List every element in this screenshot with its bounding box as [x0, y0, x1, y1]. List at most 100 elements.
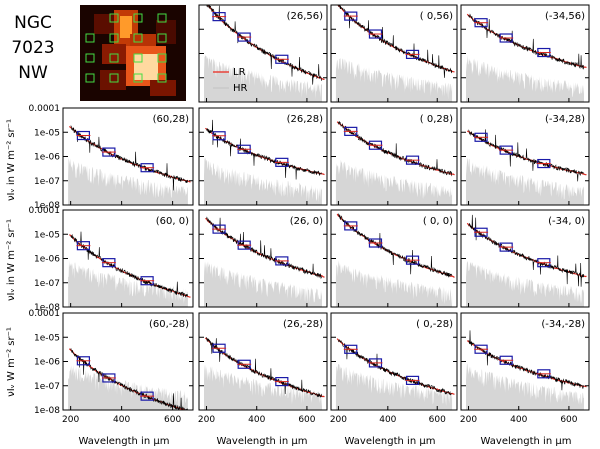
observed-spectrum: [70, 348, 188, 410]
thumbnail-marker: [133, 73, 143, 83]
panel-3: (-34,56): [460, 4, 590, 103]
observed-spectrum: [338, 213, 453, 278]
thumbnail-marker: [109, 33, 119, 43]
model-curve: [466, 13, 587, 68]
panel-11: (-34, 0): [460, 209, 590, 308]
thumbnail-marker: [109, 73, 119, 83]
panel-label: (60,28): [153, 114, 190, 125]
hr-spectrum-fill: [204, 261, 322, 307]
observed-spectrum: [468, 330, 584, 391]
hr-spectrum-fill: [68, 260, 188, 307]
y-tick-label: 1e-05: [34, 333, 60, 343]
observed-spectrum: [338, 5, 453, 78]
y-tick-label: 0.0001: [29, 309, 61, 319]
panel-7: (-34,28): [460, 107, 590, 206]
thumbnail-marker: [85, 73, 95, 83]
panel-2: ( 0,56): [330, 4, 458, 103]
x-axis-label-col-4: Wavelength in μm: [481, 436, 572, 447]
panel-label: (-34,56): [545, 11, 585, 22]
hr-spectrum-fill: [466, 55, 584, 102]
hr-spectrum-fill: [466, 261, 584, 307]
x-tick-label: 400: [113, 415, 130, 425]
y-axis-label-row-1: νIᵥ in W m⁻² sr⁻¹: [6, 119, 17, 201]
panel-label: (26,56): [287, 11, 324, 22]
x-tick-label: 200: [62, 415, 79, 425]
observed-spectrum: [338, 120, 453, 177]
y-tick-label: 1e-08: [34, 406, 60, 416]
thumbnail-marker: [157, 73, 167, 83]
thumbnail-marker: [157, 53, 167, 63]
y-tick-label: 1e-07: [34, 382, 60, 392]
hr-spectrum-fill: [335, 363, 453, 410]
panel-13: 200 400 600 (26,-28): [198, 312, 328, 425]
x-tick-label: 600: [429, 415, 446, 425]
x-tick-label: 200: [198, 415, 215, 425]
panel-label: ( 0,56): [420, 11, 453, 22]
hr-spectrum-fill: [466, 363, 584, 410]
panel-label: ( 0,-28): [416, 319, 453, 330]
y-axis-label-row-2: νIᵥ in W m⁻² sr⁻¹: [6, 219, 17, 301]
panel-label: (26, 0): [290, 216, 323, 227]
panel-label: ( 0, 0): [423, 216, 453, 227]
panel-8: 0.0001 1e-05 1e-06 1e-07 1e-08 (60, 0): [29, 206, 194, 313]
y-tick-label: 1e-07: [34, 177, 60, 187]
model-curve: [68, 125, 191, 183]
y-tick-label: 1e-05: [34, 230, 60, 240]
observed-spectrum: [468, 13, 584, 70]
thumbnail-marker: [109, 13, 119, 23]
thumbnail-marker: [157, 33, 167, 43]
hr-spectrum-fill: [466, 158, 584, 205]
y-tick-label: 1e-05: [34, 128, 60, 138]
figure-title-line-2: 7023: [11, 38, 54, 58]
thumbnail-marker: [85, 53, 95, 63]
panel-10: ( 0, 0): [330, 209, 458, 308]
observed-spectrum: [468, 214, 584, 287]
y-tick-label: 1e-06: [34, 153, 60, 163]
observed-spectrum: [70, 125, 188, 191]
figure-title-line-3: NW: [18, 63, 48, 83]
observed-spectrum: [206, 337, 322, 398]
x-axis-label-col-3: Wavelength in μm: [345, 436, 436, 447]
x-axis-label-col-1: Wavelength in μm: [79, 436, 170, 447]
x-tick-label: 600: [560, 415, 577, 425]
observed-spectrum: [70, 231, 188, 298]
legend-label: LR: [233, 67, 246, 78]
hr-spectrum-fill: [204, 157, 322, 205]
panel-label: ( 0,28): [420, 114, 453, 125]
observed-spectrum: [468, 129, 584, 182]
legend-label: HR: [233, 83, 248, 94]
panel-label: (-34,28): [545, 114, 585, 125]
panel-5: (26,28): [198, 107, 328, 206]
observed-spectrum: [206, 119, 322, 180]
panel-grid: (26,56) LR HR ( 0,56) (-34,56) 0.0001 1e-05 1e-…: [29, 4, 590, 425]
panel-4: 0.0001 1e-05 1e-06 1e-07 1e-08 (60,28): [29, 104, 194, 211]
y-tick-label: 1e-06: [34, 358, 60, 368]
thumbnail-marker: [133, 53, 143, 63]
figure-title-line-1: NGC: [14, 13, 52, 33]
y-tick-label: 1e-08: [34, 303, 60, 313]
x-tick-label: 400: [248, 415, 265, 425]
y-tick-label: 1e-07: [34, 279, 60, 289]
hr-spectrum-fill: [68, 157, 188, 205]
x-tick-label: 200: [460, 415, 477, 425]
panel-label: (60,-28): [149, 319, 189, 330]
model-curve: [466, 222, 587, 278]
y-tick-label: 0.0001: [29, 206, 61, 216]
panel-label: (-34,-28): [541, 319, 585, 330]
observed-spectrum: [206, 216, 322, 280]
thumbnail-marker: [133, 33, 143, 43]
thumbnail-marker: [109, 53, 119, 63]
x-tick-label: 400: [510, 415, 527, 425]
panel-15: 200 400 600 (-34,-28): [460, 312, 590, 425]
panel-label: (26,-28): [283, 319, 323, 330]
hr-spectrum-fill: [335, 159, 453, 205]
panel-6: ( 0,28): [330, 107, 458, 206]
y-tick-label: 1e-06: [34, 255, 60, 265]
thumbnail-marker: [85, 33, 95, 43]
x-tick-label: 600: [164, 415, 181, 425]
x-tick-label: 600: [298, 415, 315, 425]
hr-spectrum-fill: [204, 55, 322, 102]
thumbnail-markers: [85, 13, 167, 83]
